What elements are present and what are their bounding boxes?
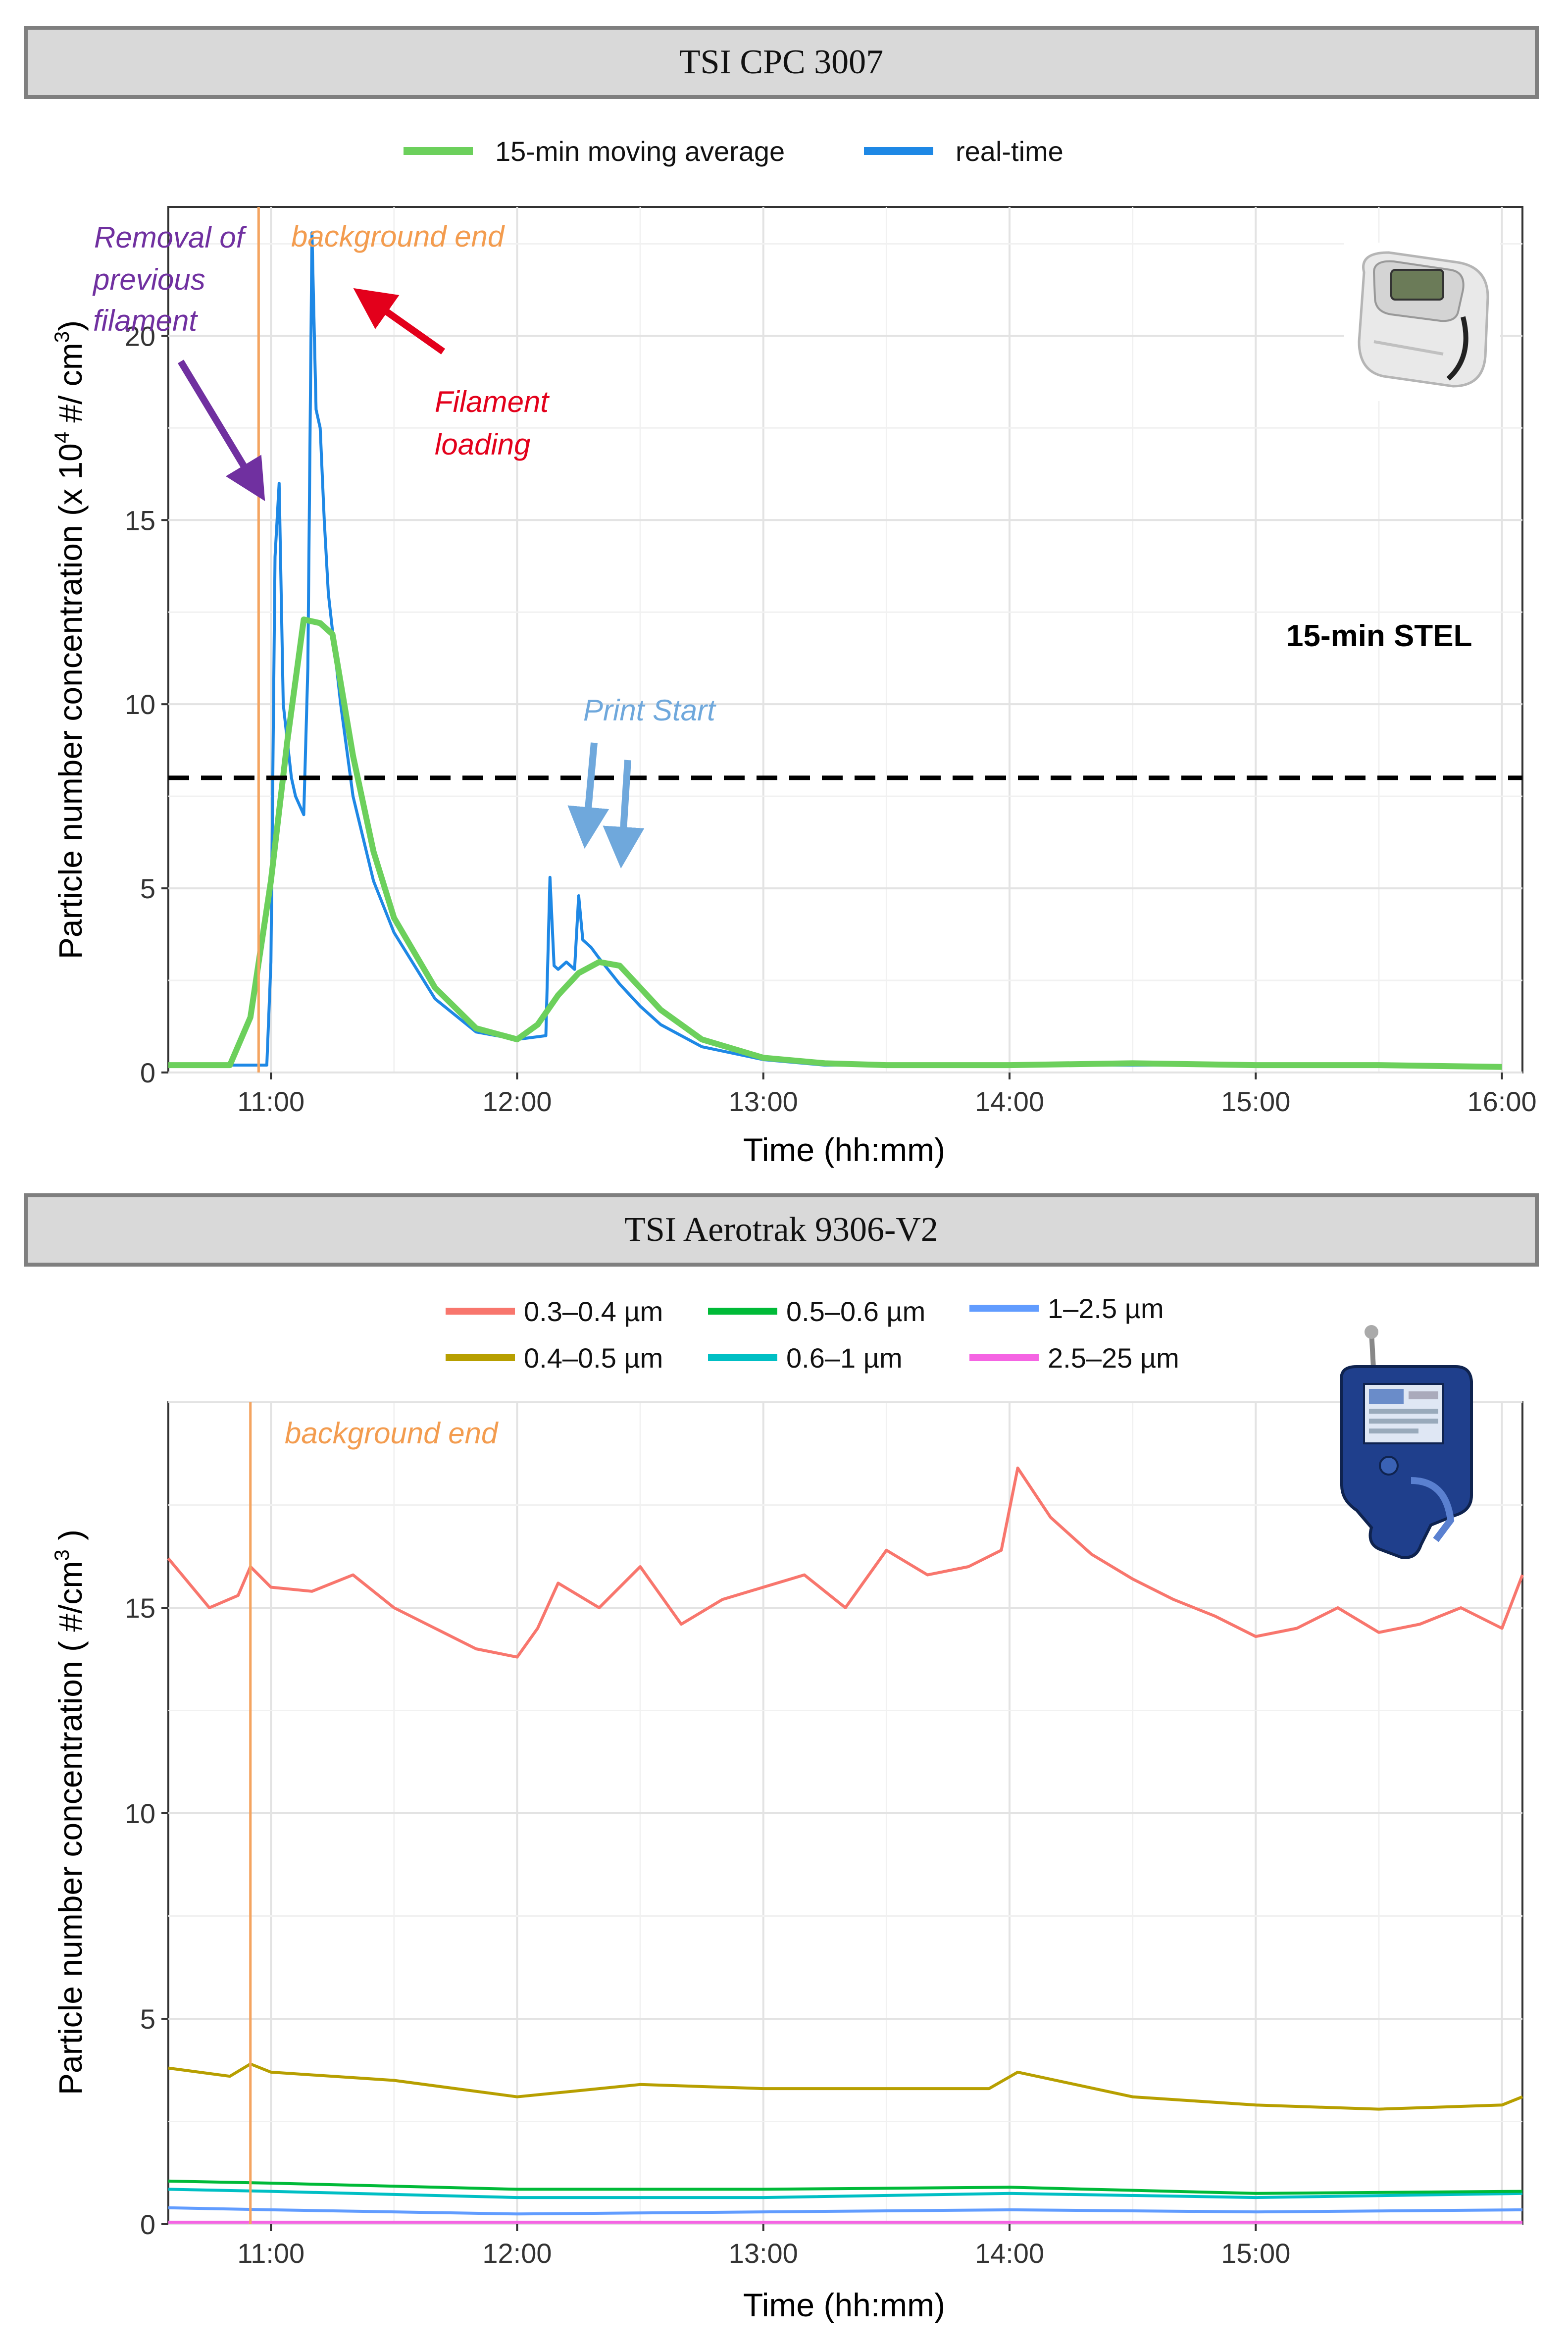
x-tick-label: 13:00 [729,2238,798,2269]
legend: 15-min moving average real-time [404,136,1063,167]
gridlines [168,207,1522,1073]
x-axis-title: Time (hh:mm) [743,2287,945,2323]
background-end-label: background end [285,1417,499,1450]
x-tick-label: 15:00 [1221,2238,1290,2269]
y-tick-label: 5 [140,873,155,904]
y-tick-label: 15 [125,505,155,536]
y-axis-title: Particle number concentration (x 104 #/ … [50,320,89,959]
series-line-3 [168,2179,1523,2195]
legend-label-s25: 2.5–25 µm [1048,1342,1179,1374]
series-line-1 [168,616,1502,1070]
x-tick-label: 12:00 [482,2238,552,2269]
filament-loading-label-1: Filament [435,385,550,418]
x-tick-label: 14:00 [975,1086,1044,1117]
y-axis-title: Particle number concentration ( #/cm3 ) [50,1530,89,2095]
svg-text:Particle number concentration: Particle number concentration ( #/cm3 ) [50,1530,89,2095]
y-tick-label: 10 [125,689,155,720]
x-tick-label: 14:00 [975,2238,1044,2269]
stel-label: 15-min STEL [1286,619,1472,653]
series-lines [168,231,1502,1070]
x-tick-label: 15:00 [1221,1086,1290,1117]
x-axis-title: Time (hh:mm) [743,1131,945,1168]
legend-label-s05: 0.5–0.6 µm [786,1296,925,1327]
x-tick-labels: 11:00 12:00 13:00 14:00 15:00 16:00 [237,1072,1537,1117]
panel-title-cpc: TSI CPC 3007 [24,26,1539,99]
legend-label-realtime: real-time [956,136,1063,167]
aerotrak-chart: 0.3–0.4 µm 0.5–0.6 µm 1–2.5 µm 0.4–0.5 µ… [50,1293,1524,2323]
panel-title-aerotrak: TSI Aerotrak 9306-V2 [24,1193,1539,1267]
y-tick-label: 5 [140,2003,155,2035]
svg-text:Time (hh:mm): Time (hh:mm) [743,1131,945,1168]
print-start-arrow-2 [603,760,645,868]
removal-label-1: Removal of [94,221,247,254]
y-tick-label: 0 [140,1057,155,1088]
print-start-label: Print Start [583,694,716,727]
y-tick-label: 15 [125,1592,155,1624]
series-lines [167,1466,1524,2224]
svg-text:Particle number concentration: Particle number concentration (x 104 #/ … [50,320,89,959]
y-tick-label: 20 [125,320,155,352]
cpc-chart: 15-min moving average real-time 0 5 10 15 20… [50,136,1537,1168]
legend: 0.3–0.4 µm 0.5–0.6 µm 1–2.5 µm 0.4–0.5 µ… [446,1293,1179,1374]
legend-label-s03: 0.3–0.4 µm [524,1296,663,1327]
filament-loading-arrow [353,288,446,355]
y-tick-labels: 0 5 10 15 [125,1592,168,2240]
y-tick-labels: 0 5 10 15 20 [125,320,168,1088]
y-tick-label: 0 [140,2209,155,2240]
series-line-1 [167,1466,1524,1659]
legend-label-s04: 0.4–0.5 µm [524,1342,663,1374]
removal-arrow [178,359,265,501]
y-tick-label: 10 [125,1798,155,1829]
legend-label-moving-average: 15-min moving average [495,136,785,167]
legend-label-s06: 0.6–1 µm [786,1342,903,1374]
series-line-2 [168,2062,1523,2111]
series-line-5 [168,2206,1523,2216]
cpc-device-icon [1344,243,1500,401]
removal-label-2: previous [92,263,205,296]
x-tick-label: 11:00 [237,2238,304,2269]
removal-label-3: filament [93,304,198,337]
aerotrak-device-icon [1340,1325,1473,1559]
x-tick-label: 16:00 [1467,1086,1536,1117]
legend-label-s1: 1–2.5 µm [1048,1293,1164,1324]
background-end-label: background end [291,220,505,253]
x-tick-label: 12:00 [482,1086,552,1117]
x-tick-label: 13:00 [729,1086,798,1117]
print-start-arrow-1 [567,742,609,849]
x-tick-labels: 11:00 12:00 13:00 14:00 15:00 [237,2224,1290,2269]
x-tick-label: 11:00 [237,1086,304,1117]
series-line-4 [168,2188,1523,2199]
filament-loading-label-2: loading [435,428,531,461]
svg-text:Time (hh:mm): Time (hh:mm) [743,2287,945,2323]
